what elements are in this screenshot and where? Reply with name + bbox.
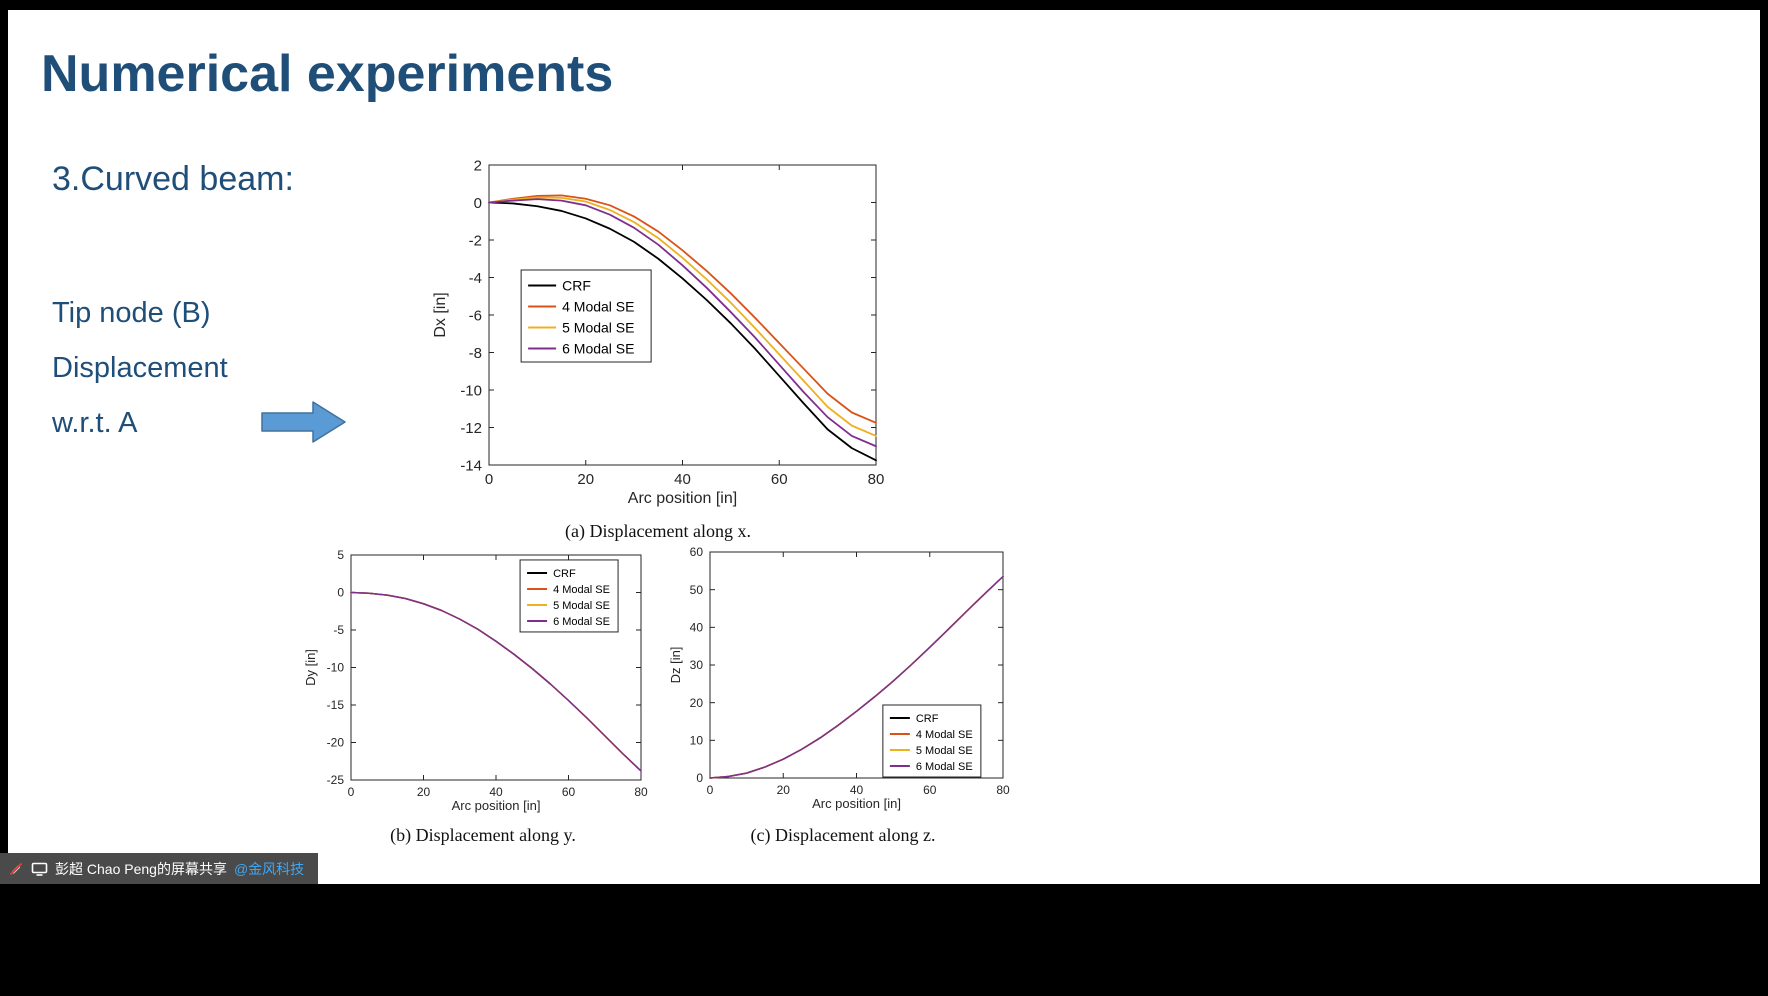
svg-text:-10: -10 [460,382,482,399]
svg-text:10: 10 [690,734,704,748]
svg-text:30: 30 [690,658,704,672]
caption-b: (b) Displacement along y. [390,825,576,845]
svg-text:40: 40 [850,783,864,797]
note-displacement: Displacement [52,352,228,384]
svg-text:4 Modal SE: 4 Modal SE [916,729,973,741]
svg-text:20: 20 [777,783,791,797]
svg-text:40: 40 [674,471,691,488]
chart-a: 0 20 40 60 80 2 0 -2 -4 -6 -8 -10 -12 -14 Arc position… [418,153,898,533]
svg-text:CRF: CRF [916,713,939,725]
svg-text:Arc position [in]: Arc position [in] [812,796,901,811]
note-tip-node: Tip node (B) [52,297,211,329]
svg-text:80: 80 [634,785,648,799]
svg-text:60: 60 [771,471,788,488]
svg-text:6 Modal SE: 6 Modal SE [916,761,973,773]
svg-text:-10: -10 [327,661,345,675]
svg-text:0: 0 [707,783,714,797]
svg-text:20: 20 [690,696,704,710]
annotation-disabled-icon [8,861,24,877]
section-heading: 3.Curved beam: [52,160,294,198]
svg-text:4 Modal SE: 4 Modal SE [562,298,634,314]
svg-text:6 Modal SE: 6 Modal SE [553,616,610,628]
svg-text:-14: -14 [460,457,482,474]
svg-text:5: 5 [337,548,344,562]
svg-text:20: 20 [417,785,431,799]
share-bar-link[interactable]: @金风科技 [233,860,305,877]
svg-text:Arc position [in]: Arc position [in] [628,490,737,507]
svg-text:0: 0 [696,771,703,785]
svg-text:4 Modal SE: 4 Modal SE [553,584,610,596]
svg-text:80: 80 [996,783,1010,797]
svg-text:-6: -6 [469,307,482,324]
svg-text:Dy [in]: Dy [in] [303,649,318,686]
svg-text:Dx [in]: Dx [in] [432,292,449,337]
svg-text:-12: -12 [460,420,482,437]
caption-c: (c) Displacement along z. [750,825,936,845]
svg-text:CRF: CRF [553,568,576,580]
slide-title: Numerical experiments [41,45,614,103]
svg-text:0: 0 [337,586,344,600]
svg-text:Arc position [in]: Arc position [in] [452,798,541,813]
svg-text:-2: -2 [469,232,482,249]
slide-canvas: Numerical experiments 3.Curved beam: Tip… [8,10,1760,884]
svg-text:-5: -5 [333,623,344,637]
svg-text:60: 60 [690,545,704,559]
svg-text:80: 80 [868,471,885,488]
chart-c: 0 20 40 60 80 0 10 20 30 40 50 60 Arc position [in] D… [663,542,1023,837]
svg-text:60: 60 [562,785,576,799]
share-bar-text: 彭超 Chao Peng的屏幕共享 [55,860,227,877]
svg-text:5 Modal SE: 5 Modal SE [562,319,634,335]
screen-share-bar: 彭超 Chao Peng的屏幕共享 @金风科技 [0,853,319,884]
svg-text:0: 0 [348,785,355,799]
svg-text:-20: -20 [327,736,345,750]
svg-text:40: 40 [489,785,503,799]
svg-text:-4: -4 [469,270,482,287]
svg-text:0: 0 [474,195,482,212]
screen-share-icon [31,861,48,877]
svg-text:Dz [in]: Dz [in] [668,647,683,684]
svg-text:-25: -25 [327,773,345,787]
note-wrt-a: w.r.t. A [52,407,138,439]
svg-text:0: 0 [485,471,493,488]
svg-text:60: 60 [923,783,937,797]
svg-text:-8: -8 [469,345,482,362]
chart-b: 0 20 40 60 80 5 0 -5 -10 -15 -20 -25 Arc position [i… [303,545,663,835]
svg-text:5 Modal SE: 5 Modal SE [553,600,610,612]
svg-text:50: 50 [690,583,704,597]
right-arrow-icon [261,401,346,448]
svg-text:-15: -15 [327,698,345,712]
svg-text:5 Modal SE: 5 Modal SE [916,745,973,757]
svg-text:20: 20 [577,471,594,488]
svg-text:40: 40 [690,621,704,635]
svg-text:2: 2 [474,157,482,174]
svg-text:CRF: CRF [562,277,591,293]
svg-text:6 Modal SE: 6 Modal SE [562,340,634,356]
caption-a: (a) Displacement along x. [565,521,751,541]
